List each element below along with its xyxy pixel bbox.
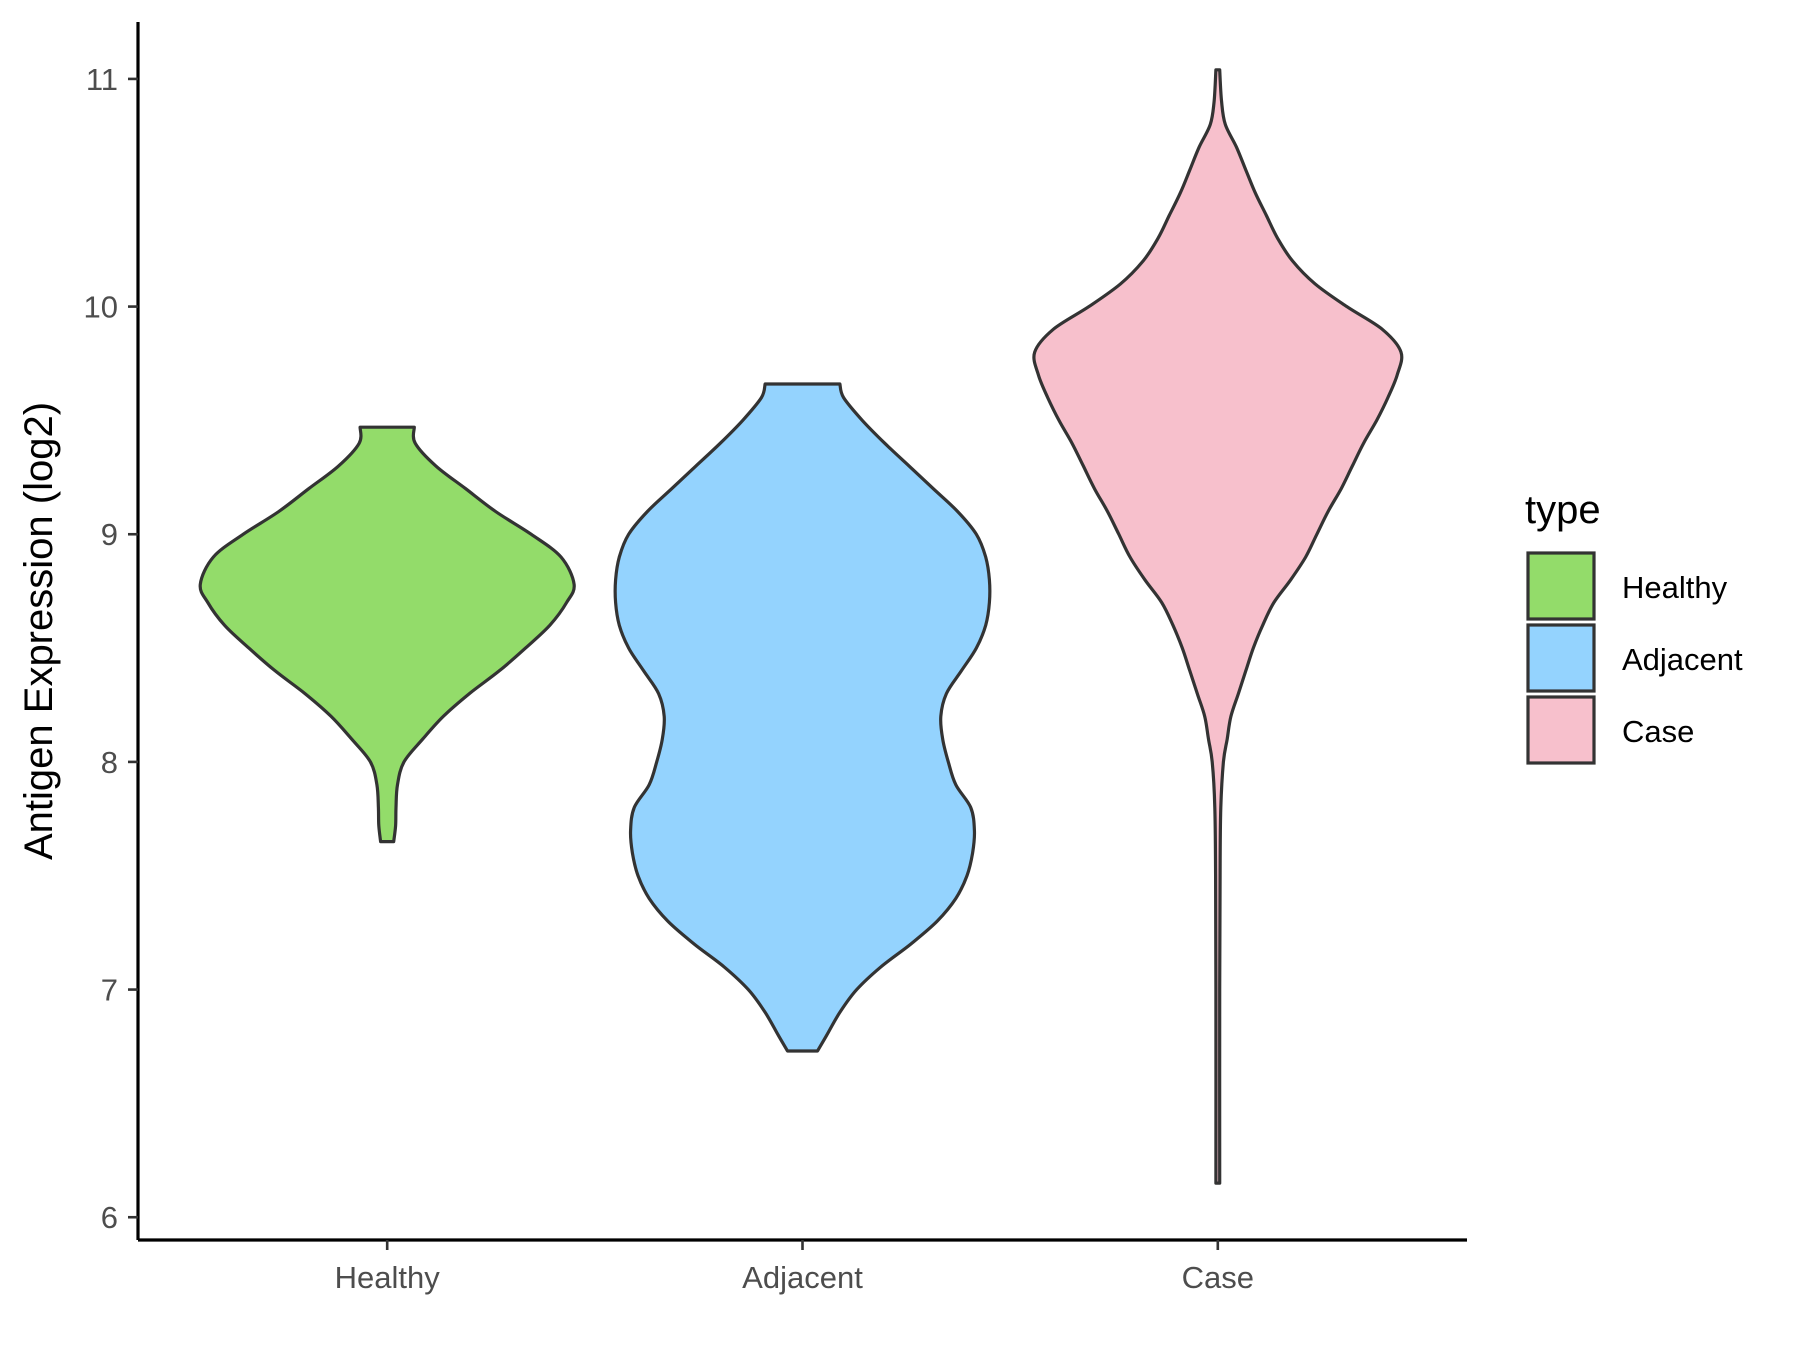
legend-items: Healthy Adjacent Case — [1526, 551, 1743, 765]
x-tick-label: Healthy — [335, 1260, 441, 1295]
violin-adjacent — [613, 382, 992, 1053]
violin-case — [1032, 68, 1404, 1185]
legend-label-healthy: Healthy — [1622, 570, 1728, 605]
violins-layer — [198, 68, 1404, 1185]
legend: type Healthy Adjacent Case — [1525, 488, 1743, 765]
y-ticks: 6 7 8 9 10 11 — [84, 62, 138, 1235]
y-tick-label: 6 — [101, 1200, 118, 1235]
y-tick-label: 10 — [84, 290, 118, 325]
y-tick-label: 9 — [101, 517, 118, 552]
y-axis-title: Antigen Expression (log2) — [17, 402, 61, 860]
legend-label-case: Case — [1622, 714, 1694, 749]
legend-swatch-healthy — [1526, 551, 1596, 621]
x-tick-label: Adjacent — [742, 1260, 863, 1295]
x-tick-label: Case — [1182, 1260, 1254, 1295]
legend-title: type — [1525, 488, 1601, 532]
y-tick-label: 7 — [101, 973, 118, 1008]
violin-healthy — [198, 425, 576, 844]
y-tick-label: 11 — [86, 62, 118, 97]
axes-layer: 6 7 8 9 10 11 Healthy Adjacent Case — [84, 22, 1467, 1295]
x-ticks: Healthy Adjacent Case — [335, 1240, 1254, 1295]
y-tick-label: 8 — [101, 745, 118, 780]
legend-swatch-case — [1526, 695, 1596, 765]
legend-swatch-adjacent — [1526, 623, 1596, 693]
legend-label-adjacent: Adjacent — [1622, 642, 1743, 677]
